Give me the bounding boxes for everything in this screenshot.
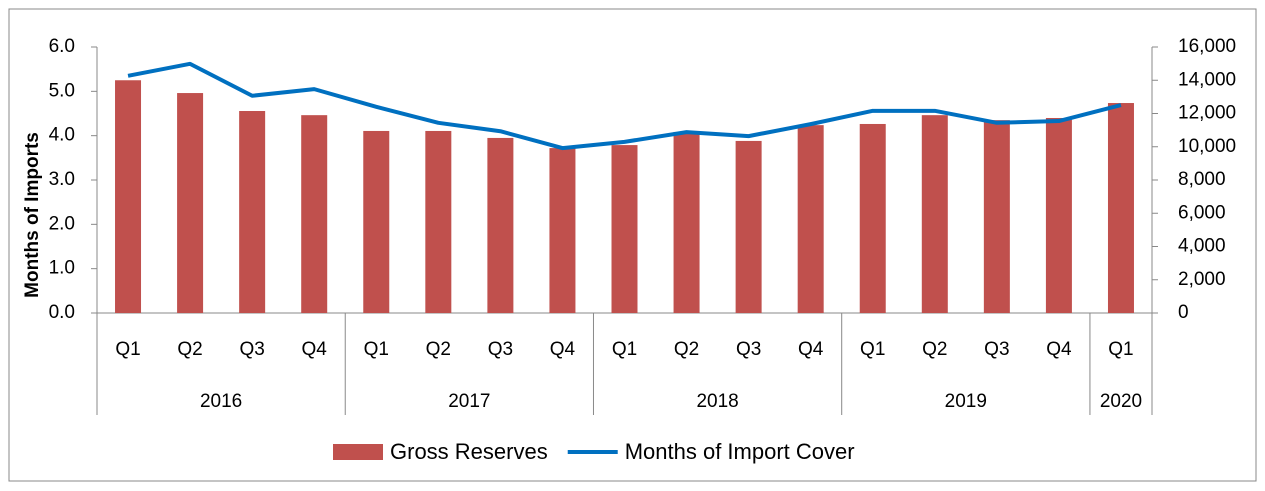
legend-label: Months of Import Cover (625, 439, 855, 464)
bar (859, 123, 886, 313)
y2-tick-label: 4,000 (1178, 236, 1226, 257)
y-tick-label: 0.0 (49, 302, 75, 323)
bar (487, 137, 514, 313)
x-tick-label: Q1 (860, 339, 885, 360)
y2-tick-label: 2,000 (1178, 269, 1226, 290)
bar (239, 111, 266, 313)
y2-tick-label: 6,000 (1178, 202, 1226, 223)
x-tick-label: Q1 (364, 339, 389, 360)
x-tick-label: Q4 (798, 339, 824, 360)
bar (363, 130, 390, 313)
x-tick-label: Q2 (922, 339, 947, 360)
x-tick-label: Q1 (115, 339, 140, 360)
bar (611, 145, 638, 313)
y-tick-label: 6.0 (49, 36, 75, 57)
y-tick-label: 4.0 (49, 125, 75, 146)
x-tick-label: Q2 (426, 339, 451, 360)
bar (425, 130, 452, 313)
x-tick-label: Q2 (674, 339, 699, 360)
x-group-label: 2016 (200, 391, 242, 412)
bar (983, 120, 1010, 314)
legend-swatch (333, 444, 383, 460)
x-tick-label: Q1 (1108, 339, 1133, 360)
y2-tick-label: 0 (1178, 302, 1189, 323)
y-axis-label: Months of Imports (22, 132, 43, 298)
x-group-label: 2018 (696, 391, 738, 412)
x-group-label: 2019 (945, 391, 987, 412)
bar (673, 131, 700, 313)
y2-tick-label: 10,000 (1178, 136, 1236, 157)
y2-tick-label: 8,000 (1178, 169, 1226, 190)
y-tick-label: 2.0 (49, 213, 75, 234)
x-group-label: 2020 (1100, 391, 1142, 412)
bar (177, 93, 204, 314)
x-tick-label: Q3 (488, 339, 513, 360)
x-tick-label: Q4 (550, 339, 576, 360)
bar (549, 148, 576, 313)
x-tick-label: Q4 (1046, 339, 1072, 360)
line (127, 61, 1122, 151)
y2-tick-label: 14,000 (1178, 69, 1236, 90)
x-tick-label: Q2 (177, 339, 202, 360)
x-tick-label: Q3 (239, 339, 264, 360)
y-tick-label: 1.0 (49, 258, 75, 279)
bar (921, 115, 948, 313)
bar (1045, 117, 1072, 314)
x-tick-label: Q4 (302, 339, 328, 360)
y2-tick-label: 16,000 (1178, 36, 1236, 57)
x-tick-label: Q3 (736, 339, 761, 360)
bar (1107, 103, 1134, 314)
x-group-label: 2017 (448, 391, 490, 412)
x-tick-label: Q1 (612, 339, 637, 360)
y2-tick-label: 12,000 (1178, 103, 1236, 124)
bar (797, 125, 824, 313)
y-tick-label: 3.0 (49, 169, 75, 190)
y-tick-label: 5.0 (49, 80, 75, 101)
x-tick-label: Q3 (984, 339, 1009, 360)
bar (115, 80, 142, 313)
bar (301, 115, 328, 313)
legend-label: Gross Reserves (390, 439, 548, 464)
bar (735, 140, 762, 313)
